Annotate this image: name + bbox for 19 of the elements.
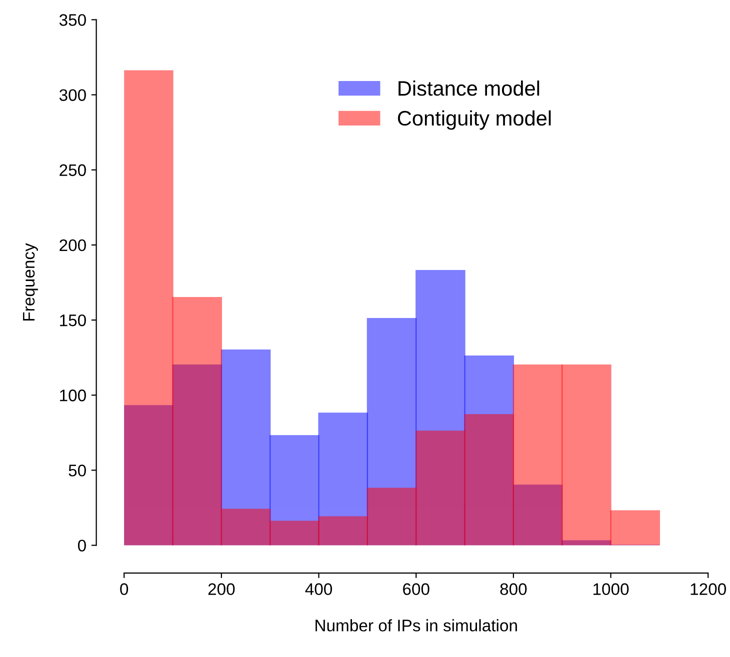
x-tick-label: 0 <box>120 583 128 596</box>
x-tick-label: 800 <box>500 583 527 596</box>
x-tick-label: 1200 <box>690 583 726 596</box>
y-tick-label: 50 <box>68 464 86 476</box>
legend-label: Distance model <box>398 80 540 96</box>
y-tick-label: 300 <box>59 89 86 101</box>
x-tick-label: 200 <box>208 583 235 596</box>
x-tick-label: 1000 <box>594 583 629 596</box>
x-tick-label: 400 <box>305 583 332 596</box>
x-axis-title: Number of IPs in simulation <box>316 619 517 632</box>
y-tick-label: 350 <box>59 14 86 26</box>
y-tick-label: 250 <box>60 164 86 176</box>
y-tick-label: 200 <box>60 239 86 252</box>
y-axis-title: Frequency <box>23 243 38 321</box>
y-tick-label: 100 <box>60 390 86 402</box>
x-tick-label: 600 <box>403 583 430 596</box>
y-tick-label: 0 <box>78 540 86 552</box>
y-tick-label: 150 <box>60 314 86 326</box>
legend-label: Contiguity model <box>398 110 551 130</box>
